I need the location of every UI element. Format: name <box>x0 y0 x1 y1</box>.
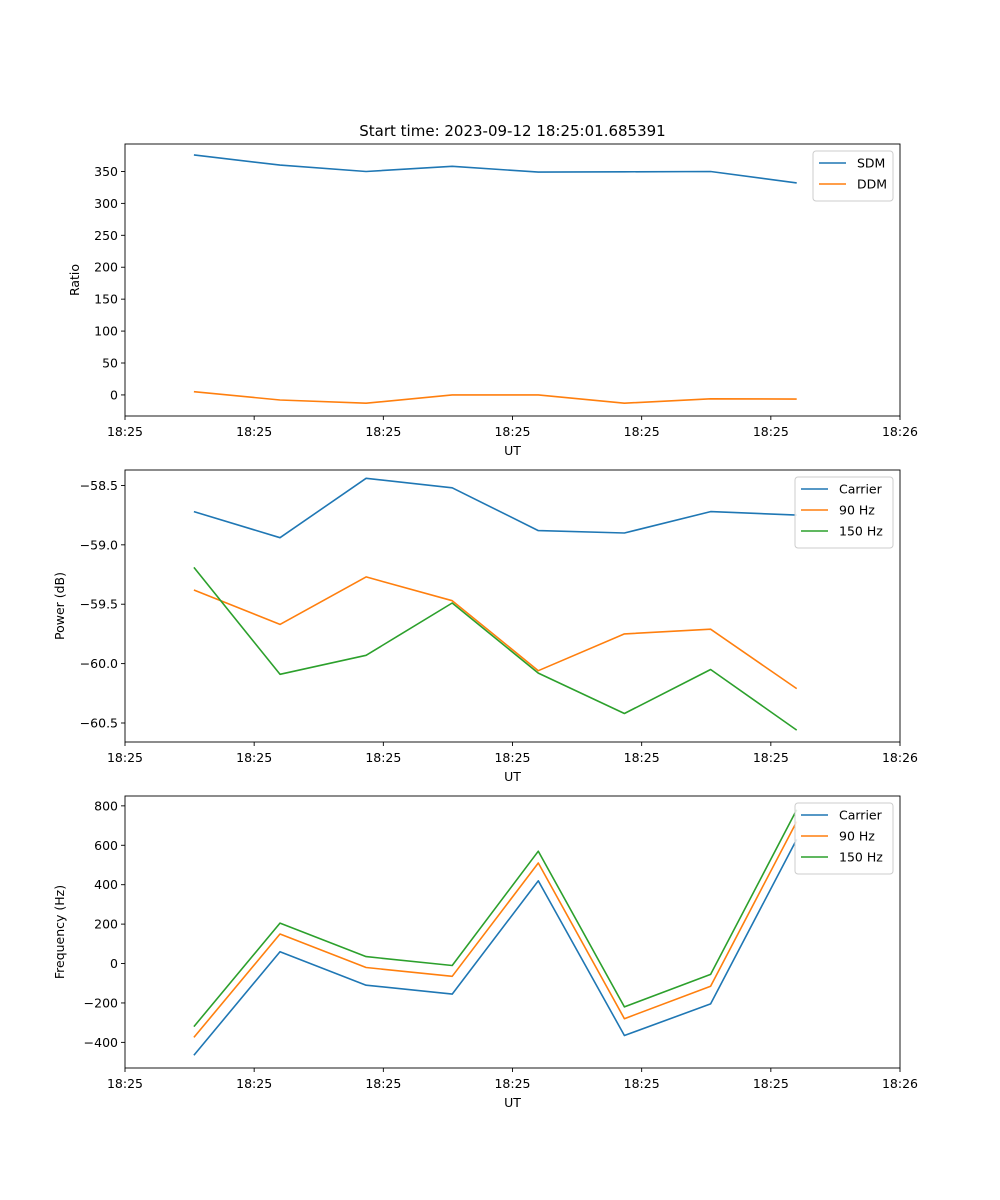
legend-label: Carrier <box>839 482 883 497</box>
x-tick-label: 18:25 <box>107 424 143 439</box>
x-tick-label: 18:25 <box>365 424 401 439</box>
x-tick-label: 18:25 <box>494 1076 530 1091</box>
y-tick-label: 400 <box>94 877 118 892</box>
series-line-90-hz <box>193 576 798 690</box>
y-axis-label: Frequency (Hz) <box>52 885 67 979</box>
series-line-sdm <box>193 154 797 184</box>
y-tick-label: 600 <box>94 838 118 853</box>
series-line-150-hz <box>193 566 798 731</box>
x-tick-label: 18:25 <box>624 1076 660 1091</box>
legend: Carrier 90 Hz 150 Hz <box>794 476 894 549</box>
x-tick-label: 18:25 <box>365 1076 401 1091</box>
x-tick-label: 18:25 <box>494 424 530 439</box>
legend-label: 150 Hz <box>839 850 883 865</box>
y-axis-label: Power (dB) <box>52 572 67 640</box>
chart-panel-2: 18:25 18:25 18:25 18:25 18:25 18:25 18:26 −58.5… <box>52 469 918 784</box>
x-tick-label: 18:26 <box>882 424 918 439</box>
y-tick-label: 100 <box>94 324 118 339</box>
x-tick-label: 18:25 <box>236 424 272 439</box>
x-tick-label: 18:26 <box>882 1076 918 1091</box>
x-tick-label: 18:25 <box>624 750 660 765</box>
y-tick-label: 50 <box>102 356 118 371</box>
y-tick-label: −58.5 <box>80 478 118 493</box>
legend-label: 150 Hz <box>839 524 883 539</box>
series-line-carrier <box>193 839 798 1056</box>
axes-frame <box>124 795 901 1069</box>
x-tick-label: 18:25 <box>236 1076 272 1091</box>
x-tick-label: 18:25 <box>365 750 401 765</box>
x-tick-label: 18:25 <box>753 1076 789 1091</box>
x-tick-label: 18:25 <box>107 1076 143 1091</box>
axes-frame <box>124 143 901 417</box>
legend-label: SDM <box>857 156 885 171</box>
x-tick-label: 18:26 <box>882 750 918 765</box>
x-tick-label: 18:25 <box>753 424 789 439</box>
y-tick-label: −60.0 <box>80 656 118 671</box>
x-tick-label: 18:25 <box>753 750 789 765</box>
chart-panel-1: Start time: 2023-09-12 18:25:01.685391 18… <box>67 122 918 458</box>
y-tick-label: 0 <box>110 956 118 971</box>
series-line-ddm <box>193 390 797 405</box>
axes-frame <box>124 469 901 743</box>
y-tick-label: −59.0 <box>80 537 118 552</box>
y-tick-label: −59.5 <box>80 597 118 612</box>
y-tick-label: 150 <box>94 292 118 307</box>
x-tick-label: 18:25 <box>107 750 143 765</box>
legend-label: 90 Hz <box>839 829 875 844</box>
x-tick-label: 18:25 <box>624 424 660 439</box>
y-tick-label: −60.5 <box>80 715 118 730</box>
legend: SDM DDM <box>812 150 894 202</box>
x-tick-label: 18:25 <box>236 750 272 765</box>
y-tick-label: 0 <box>110 387 118 402</box>
series-line-carrier <box>193 477 797 539</box>
y-tick-label: −400 <box>84 1035 118 1050</box>
y-tick-label: 300 <box>94 196 118 211</box>
y-tick-label: 800 <box>94 798 118 813</box>
x-tick-label: 18:25 <box>494 750 530 765</box>
y-tick-label: 250 <box>94 228 118 243</box>
legend-label: DDM <box>857 177 887 192</box>
y-tick-label: 350 <box>94 164 118 179</box>
x-axis-label: UT <box>504 443 521 458</box>
series-line-150-hz <box>193 809 798 1028</box>
legend-label: Carrier <box>839 808 883 823</box>
y-tick-label: −200 <box>84 995 118 1010</box>
series-line-90-hz <box>193 821 798 1038</box>
y-tick-label: 200 <box>94 260 118 275</box>
chart-panel-3: 18:25 18:25 18:25 18:25 18:25 18:25 18:26 −400 −… <box>52 795 918 1110</box>
legend-label: 90 Hz <box>839 503 875 518</box>
legend: Carrier 90 Hz 150 Hz <box>794 802 894 875</box>
y-axis-label: Ratio <box>67 264 82 296</box>
y-tick-label: 200 <box>94 917 118 932</box>
x-axis-label: UT <box>504 1095 521 1110</box>
chart-title: Start time: 2023-09-12 18:25:01.685391 <box>359 122 665 140</box>
x-axis-label: UT <box>504 769 521 784</box>
